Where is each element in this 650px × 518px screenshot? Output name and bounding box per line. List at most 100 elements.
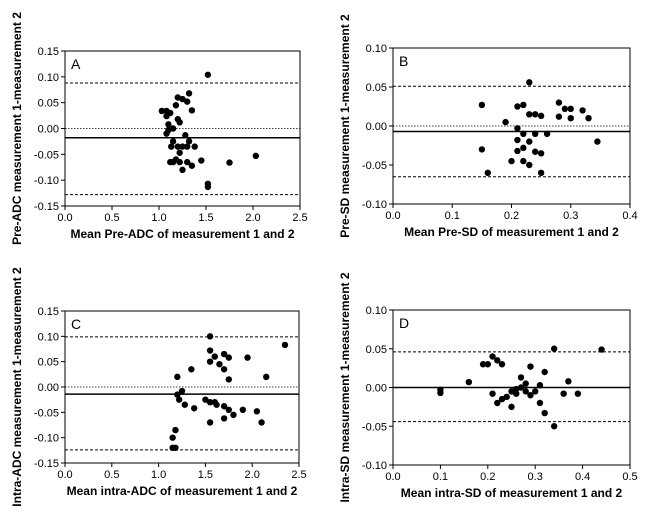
chart-1-data-point (526, 138, 533, 145)
chart-0-ytick-label: 0.05 (38, 98, 59, 110)
chart-1-data-point (514, 125, 521, 132)
chart-1-data-point (532, 148, 539, 155)
chart-1-data-point (520, 144, 527, 152)
chart-0-xtick-label: 1.0 (151, 212, 166, 224)
chart-2-ytick-label: -0.05 (34, 407, 59, 419)
panel-d: 0.0 0.1 0.2 0.3 0.4 0.5 0.10 0.05 0.00 -0.05 -0.10… (338, 272, 638, 502)
chart-2-data-point (263, 373, 270, 381)
chart-3-xlabel: Mean intra-SD of measurement 1 and 2 (401, 486, 623, 500)
chart-3-data-point (513, 385, 520, 393)
chart-3-xtick-label: 0.0 (385, 471, 400, 483)
chart-0-ytick-label: -0.10 (34, 175, 59, 187)
chart-1-data-point (555, 99, 563, 106)
chart-1-data-point (585, 115, 592, 122)
chart-3-data-point (517, 374, 525, 381)
chart-0-xtick-label: 0.0 (57, 212, 72, 224)
chart-2-data-point (220, 415, 228, 422)
chart-2-ytick-label: 0.10 (38, 331, 59, 343)
chart-3-data-point (479, 361, 487, 368)
chart-2-data-point (206, 333, 214, 340)
chart-1-xtick-label: 0.2 (504, 210, 519, 222)
chart-2-data-point (216, 361, 223, 368)
chart-2-xtick-label: 1.0 (151, 469, 166, 481)
chart-3-data-point (484, 361, 491, 368)
chart-1-data-point (537, 169, 545, 176)
chart-3-panel-letter: D (399, 315, 409, 331)
chart-1-data-point (502, 118, 509, 126)
chart-1-data-point (478, 146, 486, 153)
chart-3-xtick-label: 0.5 (622, 471, 637, 483)
chart-2-ytick-label: 0.00 (38, 382, 59, 394)
chart-1-xtick-label: 0.4 (622, 210, 637, 222)
chart-1-data-point (579, 107, 586, 114)
chart-0-data-point (176, 149, 183, 156)
chart-1-data-point (484, 169, 491, 176)
chart-1-data-point (543, 130, 551, 137)
chart-1-ytick-label: -0.10 (362, 199, 387, 211)
chart-0-xtick-label: 2.0 (245, 212, 260, 224)
chart-2-data-point (202, 396, 209, 403)
chart-3-data-point (527, 363, 534, 370)
chart-1-data-point (520, 130, 527, 137)
chart-1-data-point (561, 105, 569, 113)
chart-1-xlabel: Mean Pre-SD of measurement 1 and 2 (404, 225, 619, 239)
chart-0-data-point (184, 98, 191, 105)
chart-3-xtick-label: 0.1 (433, 471, 448, 483)
chart-2-data-point (206, 347, 214, 354)
chart-3-data-point (565, 378, 572, 385)
chart-1-data-point (514, 147, 521, 155)
chart-2-ytick-label: -0.10 (34, 433, 59, 445)
chart-2-data-point (211, 353, 218, 360)
chart-3-data-point (498, 395, 506, 403)
chart-0-data-point (191, 143, 198, 150)
chart-2-data-point (174, 391, 181, 398)
panel-b: 0.0 0.1 0.2 0.3 0.4 0.10 0.05 0.00 -0.05 -0.10 Mea… (338, 14, 638, 239)
chart-1-data-point (567, 115, 574, 122)
chart-1-data-point (508, 157, 515, 165)
chart-2-data-point (253, 408, 261, 415)
chart-2-data-point (258, 419, 265, 426)
chart-0-xtick-label: 2.5 (292, 212, 307, 224)
chart-3-data-point (508, 388, 515, 395)
chart-2-data-point (230, 411, 237, 419)
chart-0-data-point (176, 119, 183, 126)
chart-2-data-point (220, 403, 228, 410)
chart-0-panel-letter: A (71, 56, 81, 72)
chart-0-data-point (198, 157, 205, 164)
chart-2-data-point (188, 366, 195, 373)
chart-1-ytick-label: -0.05 (362, 160, 387, 172)
chart-0-data-point (165, 121, 172, 128)
chart-0-data-point (185, 138, 193, 145)
chart-2-xtick-label: 1.5 (198, 469, 213, 481)
chart-2-data-point (239, 406, 247, 413)
chart-0-data-point (158, 107, 166, 115)
chart-1-ytick-label: 0.05 (366, 82, 387, 94)
chart-0-ytick-label: 0.15 (38, 46, 59, 58)
chart-3-ytick-label: -0.10 (362, 460, 387, 472)
chart-1-data-point (514, 136, 521, 144)
chart-3-data-point (489, 390, 496, 397)
chart-3-data-point (541, 368, 548, 376)
chart-3-data-point (598, 346, 605, 353)
chart-1-panel-letter: B (399, 53, 408, 69)
chart-0-data-point (188, 162, 196, 169)
chart-2-data-point (206, 399, 214, 406)
chart-3-data-point (574, 390, 582, 397)
chart-2-ytick-label: -0.15 (34, 458, 59, 470)
chart-2-ytick-label: 0.05 (38, 357, 59, 369)
chart-2-panel-letter: C (71, 316, 81, 332)
chart-0-ytick-label: -0.05 (34, 149, 59, 161)
chart-2-data-point (220, 366, 228, 373)
chart-2-data-point (206, 358, 214, 365)
chart-1-data-point (594, 138, 601, 145)
chart-2-ytick-label: 0.15 (38, 306, 59, 318)
chart-0-data-point (176, 158, 183, 166)
chart-2-data-point (206, 419, 214, 426)
chart-2-data-point (225, 376, 232, 383)
chart-2-data-point (181, 401, 189, 408)
chart-0-data-point (169, 138, 177, 145)
chart-0-data-point (169, 158, 177, 166)
chart-2-data-point (281, 341, 289, 349)
chart-0-ytick-label: -0.15 (34, 201, 59, 213)
chart-3-data-point (536, 381, 544, 389)
